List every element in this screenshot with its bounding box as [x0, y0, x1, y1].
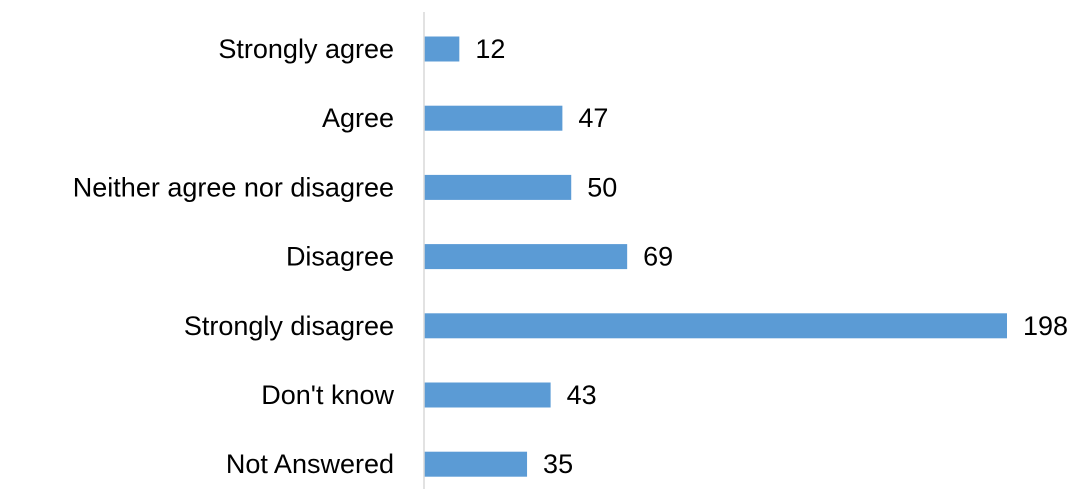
category-label: Strongly agree [218, 34, 394, 64]
data-label: 12 [475, 34, 505, 64]
category-label: Not Answered [226, 449, 394, 479]
bar [424, 105, 563, 131]
data-labels-layer: 12 47 50 69 198 43 35 [475, 34, 1068, 479]
category-label: Strongly disagree [184, 311, 394, 341]
bar [424, 36, 460, 62]
bar [424, 313, 1007, 339]
data-label: 47 [578, 103, 608, 133]
category-label: Disagree [286, 242, 394, 272]
bar [424, 451, 528, 477]
data-label: 35 [543, 449, 573, 479]
data-label: 50 [587, 172, 617, 202]
category-label: Don't know [261, 380, 394, 410]
category-labels-layer: Strongly agree Agree Neither agree nor dis… [73, 34, 395, 479]
data-label: 43 [567, 380, 597, 410]
data-label: 198 [1023, 311, 1068, 341]
bar [424, 174, 572, 200]
bars-layer [424, 36, 1007, 477]
bar [424, 244, 628, 270]
category-label: Agree [322, 103, 394, 133]
category-label: Neither agree nor disagree [73, 172, 394, 202]
bar [424, 382, 551, 408]
data-label: 69 [643, 242, 673, 272]
